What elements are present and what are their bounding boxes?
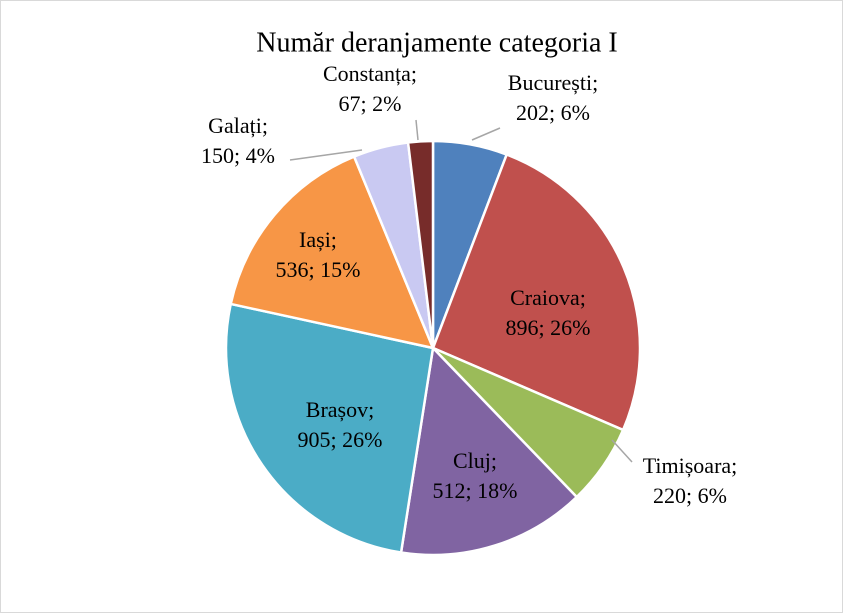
slice-category-label: Galați; [208, 113, 268, 138]
slice-value-label: 905; 26% [298, 427, 383, 452]
slice-value-label: 512; 18% [433, 478, 518, 503]
pie-slice [399, 345, 579, 557]
slice-value-label: 536; 15% [276, 257, 361, 282]
leader-line [611, 439, 633, 463]
slice-category-label: Brașov; [306, 397, 374, 422]
slice-category-label: Constanța; [323, 61, 417, 86]
leader-line [415, 119, 419, 141]
slice-category-label: București; [508, 70, 598, 95]
slice-value-label: 67; 2% [339, 91, 402, 116]
leader-line [471, 127, 501, 141]
slice-category-label: Cluj; [453, 448, 497, 473]
pie-slice [431, 152, 642, 432]
pie-slice [224, 302, 435, 554]
pie-slice [406, 139, 435, 349]
slice-value-label: 202; 6% [516, 100, 590, 125]
slice-category-label: Craiova; [510, 285, 586, 310]
chart-title: Număr deranjamente categoria I [256, 27, 617, 58]
slice-value-label: 220; 6% [653, 483, 727, 508]
slice-category-label: Iași; [299, 227, 337, 252]
leader-line [289, 149, 363, 161]
pie-slice [229, 154, 436, 350]
slice-value-label: 896; 26% [506, 315, 591, 340]
slice-category-label: Timișoara; [643, 453, 738, 478]
slice-value-label: 150; 4% [201, 143, 275, 168]
